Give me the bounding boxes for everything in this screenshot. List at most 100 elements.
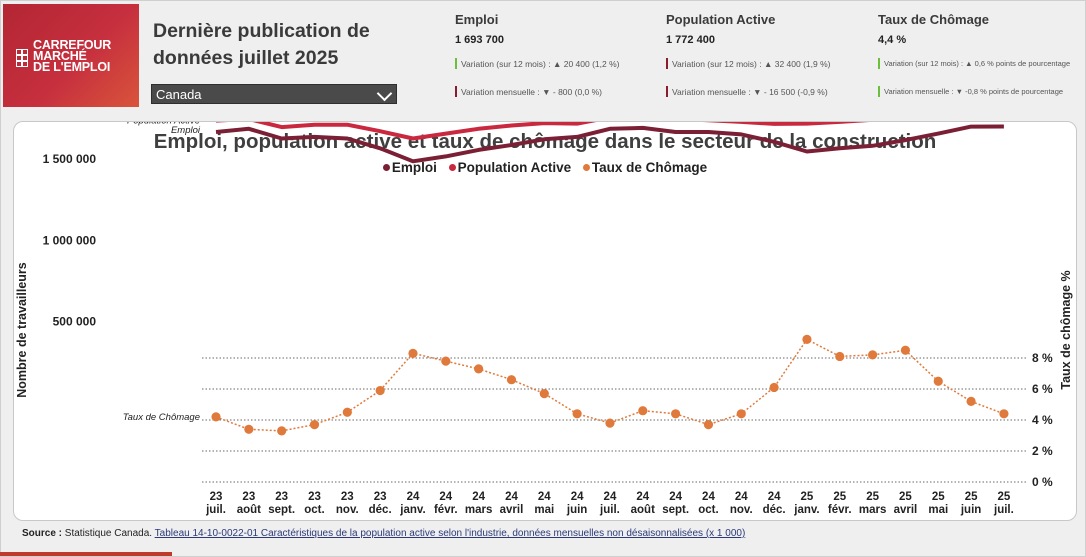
region-select-value: Canada xyxy=(156,87,202,102)
x-tick-year: 23 xyxy=(308,491,321,503)
data-point-chomage xyxy=(703,420,714,430)
data-point-chomage xyxy=(802,334,812,344)
data-point-chomage xyxy=(244,424,254,434)
data-point-chomage xyxy=(474,364,484,374)
x-tick-year: 24 xyxy=(702,491,715,503)
kpi-value: 4,4 % xyxy=(878,34,907,46)
x-tick-month: août xyxy=(631,504,655,516)
logo-line-2: MARCHÉ xyxy=(33,49,87,63)
data-point-chomage xyxy=(638,406,648,416)
legend-swatch xyxy=(448,164,456,171)
y-left-tick-label: 500 000 xyxy=(53,315,97,329)
kpi-title: Taux de Chômage xyxy=(878,12,990,27)
y-right-tick-label: 2 % xyxy=(1032,444,1053,458)
data-point-chomage xyxy=(933,376,943,386)
carrefour-logo[interactable]: CARREFOUR MARCHÉ DE L'EMPLOI xyxy=(3,4,139,107)
data-point-chomage xyxy=(900,345,911,355)
x-tick-year: 24 xyxy=(505,491,518,503)
y-left-axis-title: Nombre de travailleurs xyxy=(15,262,29,398)
x-tick-year: 23 xyxy=(210,491,223,503)
chart-plot: 0 % 2 % 4 % 6 % 8 % 500 000 1 000 000 1 500 000… xyxy=(15,122,1073,516)
kpi-variation-monthly: Variation mensuelle : ▼ - 800 (0,0 %) xyxy=(455,86,602,97)
data-point-chomage xyxy=(966,396,976,406)
x-tick-month: sept. xyxy=(662,504,689,516)
x-tick-month: févr. xyxy=(828,504,852,516)
data-point-chomage xyxy=(211,412,221,422)
kpi-emploi: Emploi 1 693 700 Variation (sur 12 mois)… xyxy=(455,12,655,97)
kpi-value: 1 772 400 xyxy=(666,34,715,46)
y-right-tick-label: 0 % xyxy=(1032,475,1053,489)
x-tick-month: août xyxy=(237,504,261,516)
logo-line-3: DE L'EMPLOI xyxy=(33,60,111,74)
logo-grid-icon xyxy=(16,49,34,67)
x-tick-month: juil. xyxy=(993,504,1014,516)
x-tick-year: 24 xyxy=(636,491,649,503)
data-point-chomage xyxy=(309,420,320,430)
x-tick-month: nov. xyxy=(730,504,753,516)
x-tick-month: déc. xyxy=(763,504,786,516)
y-right-tick-label: 8 % xyxy=(1032,351,1053,365)
x-tick-month: mai xyxy=(928,504,948,516)
x-tick-year: 24 xyxy=(439,491,452,503)
series-inline-label: Emploi xyxy=(171,125,201,136)
x-tick-month: déc. xyxy=(369,504,392,516)
x-tick-year: 25 xyxy=(932,491,945,503)
data-point-chomage xyxy=(441,356,451,366)
kpi-variation-12m: Variation (sur 12 mois) : ▲ 32 400 (1,9 … xyxy=(666,58,831,69)
chevron-down-icon xyxy=(376,85,393,102)
x-tick-month: févr. xyxy=(434,504,458,516)
data-point-chomage xyxy=(999,409,1009,419)
x-tick-month: mai xyxy=(534,504,554,516)
data-point-chomage xyxy=(342,407,352,417)
data-point-chomage xyxy=(408,348,418,358)
series-line-chomage xyxy=(215,338,1005,432)
x-tick-year: 25 xyxy=(866,491,879,503)
legend-item-chomage[interactable]: Taux de Chômage xyxy=(582,160,707,175)
x-tick-year: 23 xyxy=(242,491,255,503)
data-point-chomage xyxy=(868,350,878,360)
x-tick-month: juin xyxy=(960,504,981,516)
x-tick-month: janv. xyxy=(793,504,819,516)
x-tick-year: 25 xyxy=(899,491,912,503)
x-tick-month: juin xyxy=(566,504,587,516)
x-tick-year: 23 xyxy=(275,491,288,503)
legend-swatch xyxy=(582,164,590,171)
x-tick-year: 25 xyxy=(801,491,814,503)
x-tick-month: janv. xyxy=(399,504,425,516)
legend-item-population[interactable]: Population Active xyxy=(448,160,571,175)
data-point-chomage xyxy=(769,382,779,393)
source-text: Statistique Canada. xyxy=(62,528,155,539)
kpi-variation-monthly: Variation mensuelle : ▼ -0,8 % points de… xyxy=(878,86,1063,97)
x-tick-year: 25 xyxy=(833,491,846,503)
legend-label: Emploi xyxy=(391,160,437,175)
kpi-variation-12m: Variation (sur 12 mois) : ▲ 20 400 (1,2 … xyxy=(455,58,620,69)
kpi-taux-chomage: Taux de Chômage 4,4 % Variation (sur 12 … xyxy=(878,12,1078,97)
x-tick-year: 24 xyxy=(407,491,420,503)
x-tick-year: 24 xyxy=(669,491,682,503)
data-point-chomage xyxy=(572,409,582,419)
kpi-title: Population Active xyxy=(666,12,776,27)
region-select[interactable]: Canada xyxy=(151,84,397,104)
series-line-emploi xyxy=(215,124,1004,164)
source-prefix: Source : xyxy=(22,528,63,539)
x-tick-year: 24 xyxy=(768,491,781,503)
x-tick-year: 24 xyxy=(472,491,485,503)
data-point-chomage xyxy=(605,418,615,428)
x-tick-year: 23 xyxy=(374,491,387,503)
y-right-tick-label: 6 % xyxy=(1032,382,1053,396)
accent-bar xyxy=(0,552,172,556)
data-point-chomage xyxy=(375,385,385,396)
x-tick-month: juil. xyxy=(599,504,620,516)
y-left-tick-label: 1 500 000 xyxy=(43,152,97,166)
kpi-population-active: Population Active 1 772 400 Variation (s… xyxy=(666,12,866,97)
legend-item-emploi[interactable]: Emploi xyxy=(382,160,437,175)
source-note: Source : Statistique Canada. Tableau 14-… xyxy=(22,528,745,539)
x-tick-month: mars xyxy=(859,504,887,516)
kpi-title: Emploi xyxy=(455,12,499,27)
y-left-tick-label: 1 000 000 xyxy=(43,233,97,247)
x-tick-month: mars xyxy=(465,504,493,516)
y-right-axis-title: Taux de chômage % xyxy=(1059,270,1073,389)
x-tick-month: juil. xyxy=(205,504,226,516)
source-link[interactable]: Tableau 14-10-0022-01 Caractéristiques d… xyxy=(154,528,746,539)
headline-line-1: Dernière publication de xyxy=(153,20,370,42)
